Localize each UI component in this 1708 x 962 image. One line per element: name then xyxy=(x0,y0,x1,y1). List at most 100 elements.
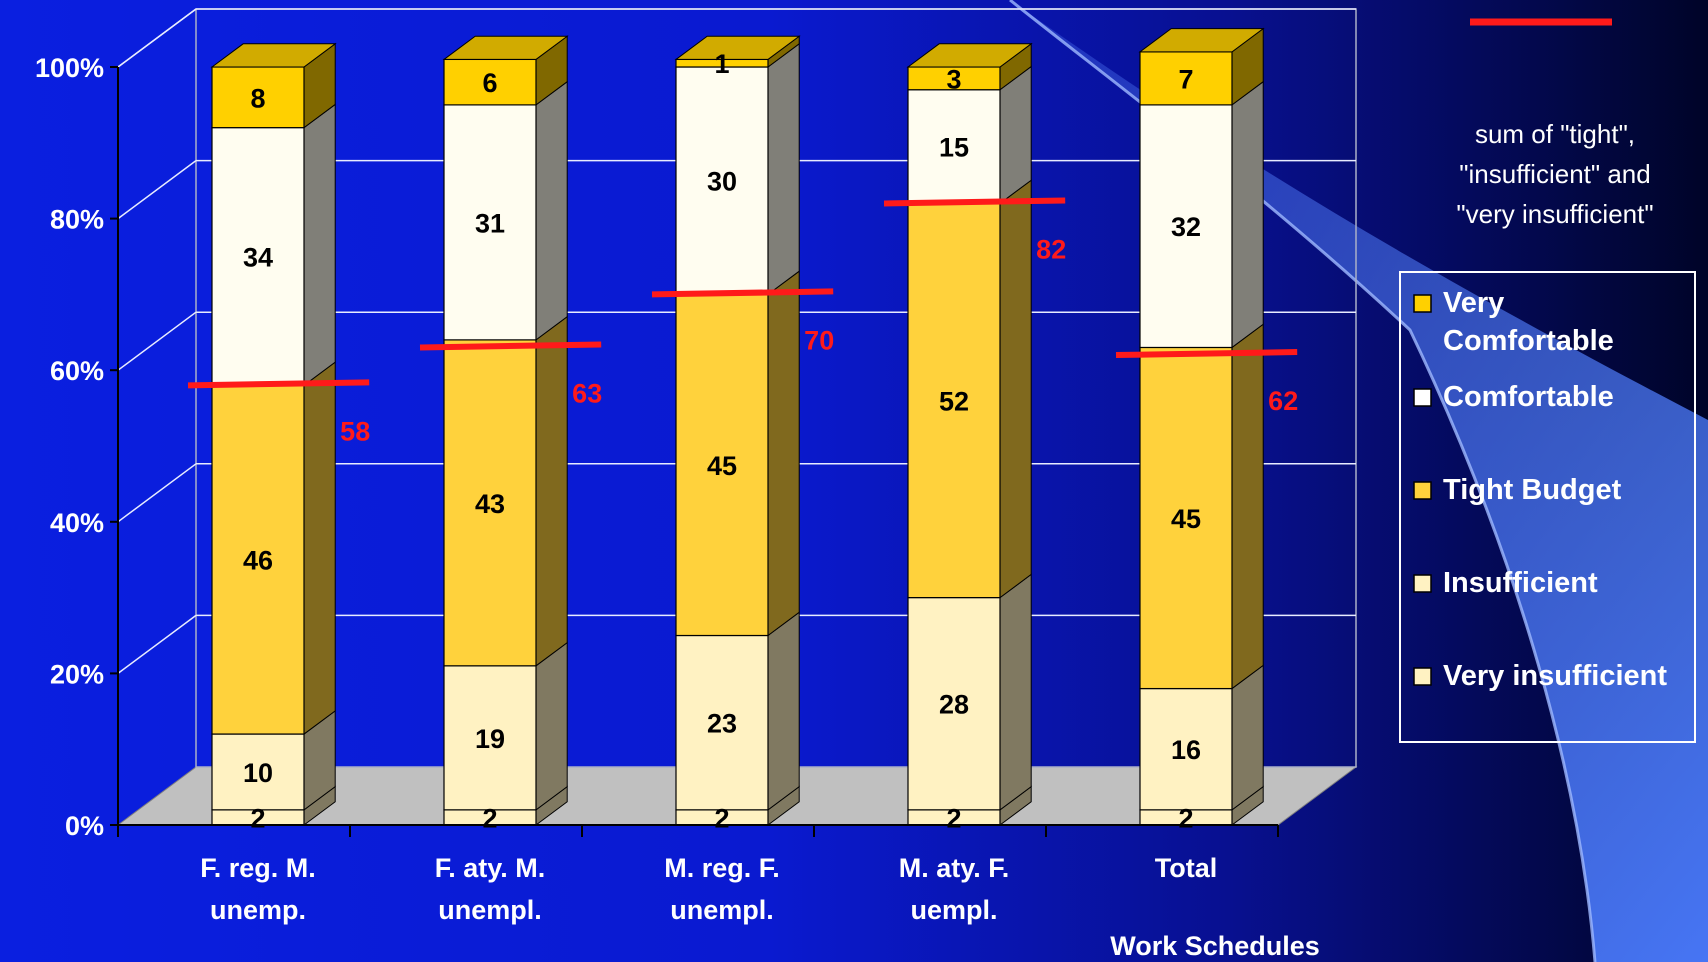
bar-top xyxy=(210,43,337,68)
data-label: 6 xyxy=(482,68,497,98)
y-tick-label: 40% xyxy=(50,508,104,538)
x-tick-label: unempl. xyxy=(438,895,542,925)
legend-label: Comfortable xyxy=(1443,325,1614,357)
bar-side xyxy=(535,315,568,667)
legend-sum-line-text: sum of "tight", xyxy=(1475,119,1635,149)
gridline-diagonal xyxy=(117,463,197,523)
data-label: 31 xyxy=(475,208,505,238)
sum-line-label: 63 xyxy=(572,378,602,408)
legend-swatch xyxy=(1413,667,1432,686)
data-label: 52 xyxy=(939,387,969,417)
bar-segment xyxy=(1139,687,1233,811)
bar-top xyxy=(906,43,1033,68)
x-tick-label: F. aty. M. xyxy=(435,853,546,883)
sum-line-label: 70 xyxy=(804,325,834,355)
data-label: 34 xyxy=(243,243,273,273)
bar-side xyxy=(999,573,1032,811)
bar-stack: 2 10 46 34 8 xyxy=(210,42,337,833)
x-tick-label: F. reg. M. xyxy=(200,853,316,883)
bar-segment xyxy=(907,596,1001,811)
bar-side xyxy=(303,103,336,387)
gridline-diagonal xyxy=(117,614,197,675)
data-label: 2 xyxy=(250,803,265,833)
data-label: 7 xyxy=(1178,64,1193,94)
legend-sum-line-text: "insufficient" and xyxy=(1459,159,1650,189)
y-tick-label: 80% xyxy=(50,205,104,235)
sum-line-label: 62 xyxy=(1268,386,1298,416)
legend-swatch xyxy=(1413,388,1432,407)
sum-line-mark xyxy=(883,197,1066,207)
data-label: 28 xyxy=(939,690,969,720)
sum-line-label: 82 xyxy=(1036,234,1066,264)
gridline-diagonal xyxy=(117,159,197,220)
data-label: 43 xyxy=(475,489,505,519)
data-label: 8 xyxy=(250,83,265,113)
x-tick-label: unemp. xyxy=(210,895,306,925)
legend-swatch xyxy=(1413,481,1432,500)
bar-segment xyxy=(211,127,305,386)
bar-side xyxy=(1231,323,1264,690)
x-axis: F. reg. M. unemp. F. aty. M. unempl. M. reg.… xyxy=(117,824,1320,961)
x-tick-label: unempl. xyxy=(670,895,774,925)
data-label: 2 xyxy=(714,803,729,833)
sum-lines: 58 63 70 82 62 xyxy=(187,197,1298,446)
bar-side xyxy=(767,270,800,637)
legend-label: Very insufficient xyxy=(1443,660,1667,692)
bar-side xyxy=(767,611,800,811)
background-beam xyxy=(1010,0,1708,962)
data-label: 16 xyxy=(1171,735,1201,765)
data-label: 2 xyxy=(946,803,961,833)
bar-segment xyxy=(675,293,769,637)
data-label: 45 xyxy=(707,451,737,481)
legend-box xyxy=(1399,271,1696,743)
sum-line-mark xyxy=(187,379,370,389)
x-tick-label: M. aty. F. xyxy=(899,853,1010,883)
bar-segment xyxy=(211,66,305,129)
data-label: 3 xyxy=(946,64,961,94)
sum-line-label: 58 xyxy=(340,416,370,446)
bar-side xyxy=(303,361,336,736)
legend-swatch xyxy=(1413,574,1432,593)
bar-segment xyxy=(907,89,1001,205)
legend-label: Tight Budget xyxy=(1443,474,1622,506)
data-label: 15 xyxy=(939,133,969,163)
y-tick-label: 60% xyxy=(50,356,104,386)
bar-side xyxy=(999,179,1032,599)
bar-segment xyxy=(211,733,305,811)
y-tick-label: 100% xyxy=(35,53,104,83)
bar-segment xyxy=(443,58,537,106)
x-axis-label: Work Schedules xyxy=(1110,931,1320,961)
legend-label: Comfortable xyxy=(1443,381,1614,413)
x-tick-label: M. reg. F. xyxy=(664,853,780,883)
sum-line-mark xyxy=(651,288,834,298)
y-tick-label: 0% xyxy=(65,811,104,841)
x-tick-label: Total xyxy=(1155,853,1218,883)
bar-segment xyxy=(443,665,537,811)
legend-sum-line-text: "very insufficient" xyxy=(1456,199,1653,229)
x-tick-label: uempl. xyxy=(910,895,997,925)
legend-swatch xyxy=(1413,294,1432,313)
bar-stack: 2 19 43 31 6 xyxy=(442,35,569,833)
sum-line-mark xyxy=(1115,349,1298,359)
bar-top xyxy=(674,35,801,60)
sum-line-mark xyxy=(419,341,602,351)
bar-segment xyxy=(443,104,537,341)
bar-top xyxy=(1138,28,1265,53)
y-tick-label: 20% xyxy=(50,659,104,689)
bar-segment xyxy=(675,634,769,811)
bar-top xyxy=(442,35,569,60)
data-label: 23 xyxy=(707,709,737,739)
bar-segment xyxy=(1139,346,1233,690)
data-label: 30 xyxy=(707,167,737,197)
y-axis: 0% 20% 40% 60% 80% 100% xyxy=(35,53,119,841)
data-label: 10 xyxy=(243,758,273,788)
bar-stack: 2 16 45 32 7 xyxy=(1138,27,1265,833)
bar-side xyxy=(535,80,568,341)
bar-segment xyxy=(443,339,537,667)
bar-side xyxy=(535,641,568,811)
legend: sum of "tight", "insufficient" and "very i… xyxy=(1399,18,1696,743)
bar-side xyxy=(767,42,800,296)
gridline-diagonal xyxy=(117,311,197,371)
